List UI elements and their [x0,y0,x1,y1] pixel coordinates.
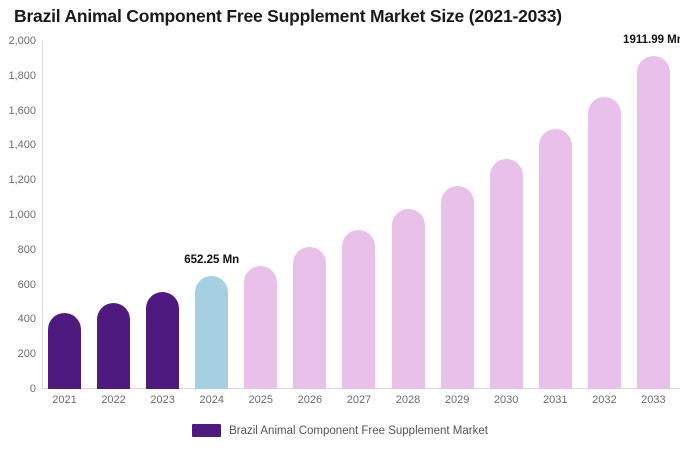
bar-2022[interactable] [97,303,131,389]
bar-2028[interactable] [391,208,425,389]
x-axis-tick-label: 2025 [248,394,274,406]
y-axis-labels: 0 200 400 600 800 1,000 1,200 1,400 1,600 1,800 2,… [0,35,36,395]
y-axis-tick-label: 400 [17,313,36,326]
legend-swatch-icon [192,424,222,437]
bar-2031[interactable] [538,129,572,389]
x-axis-tick-label: 2033 [641,394,666,406]
bar-2033[interactable] [636,56,670,389]
chart-title: Brazil Animal Component Free Supplement … [14,6,562,26]
bar-2025[interactable] [244,265,278,389]
y-axis-tick-label: 2,000 [8,35,36,47]
bar-2029[interactable] [440,185,474,389]
y-axis-tick-label: 0 [29,383,36,395]
bar-2030[interactable] [489,158,523,389]
bar-2026[interactable] [293,247,327,389]
y-axis-tick-label: 200 [17,348,36,361]
chart-legend: Brazil Animal Component Free Supplement … [0,424,680,437]
x-axis-tick-label: 2031 [543,394,568,406]
bar-2024[interactable] [195,275,229,389]
x-axis-tick-label: 2022 [101,394,126,406]
x-axis-tick-label: 2023 [150,394,175,406]
y-axis-tick-label: 600 [17,278,36,291]
bar-2027[interactable] [342,230,376,389]
x-axis-tick-label: 2027 [346,394,372,406]
legend-label: Brazil Animal Component Free Supplement … [229,424,488,437]
x-axis-tick-label: 2029 [444,394,470,406]
data-label-2033: 1911.99 Mn [623,34,680,47]
y-axis-tick-label: 800 [17,243,36,256]
y-axis-tick-label: 1,200 [8,174,36,187]
data-label-2024: 652.25 Mn [184,253,240,266]
bar-2032[interactable] [587,97,621,389]
bar-2021[interactable] [48,312,81,389]
y-axis-tick-label: 1,600 [8,104,36,117]
x-axis-tick-label: 2028 [395,394,421,406]
x-axis-tick-label: 2030 [493,394,519,406]
x-axis-tick-label: 2026 [297,394,323,406]
x-axis-labels: 2021 2022 2023 2024 2025 2026 2027 2028 2029 2030… [42,394,680,414]
y-axis-tick-label: 1,400 [8,139,36,152]
bars-layer: 652.25 Mn 1911.99 Mn [42,34,680,389]
x-axis-tick-label: 2032 [592,394,617,406]
bar-2023[interactable] [146,292,180,389]
x-axis-tick-label: 2021 [52,394,77,406]
y-axis-tick-label: 1,000 [8,209,36,221]
x-axis-tick-label: 2024 [199,394,224,406]
y-axis-line [42,41,43,389]
legend-item[interactable]: Brazil Animal Component Free Supplement … [192,424,488,437]
y-axis-tick-label: 1,800 [8,69,36,82]
